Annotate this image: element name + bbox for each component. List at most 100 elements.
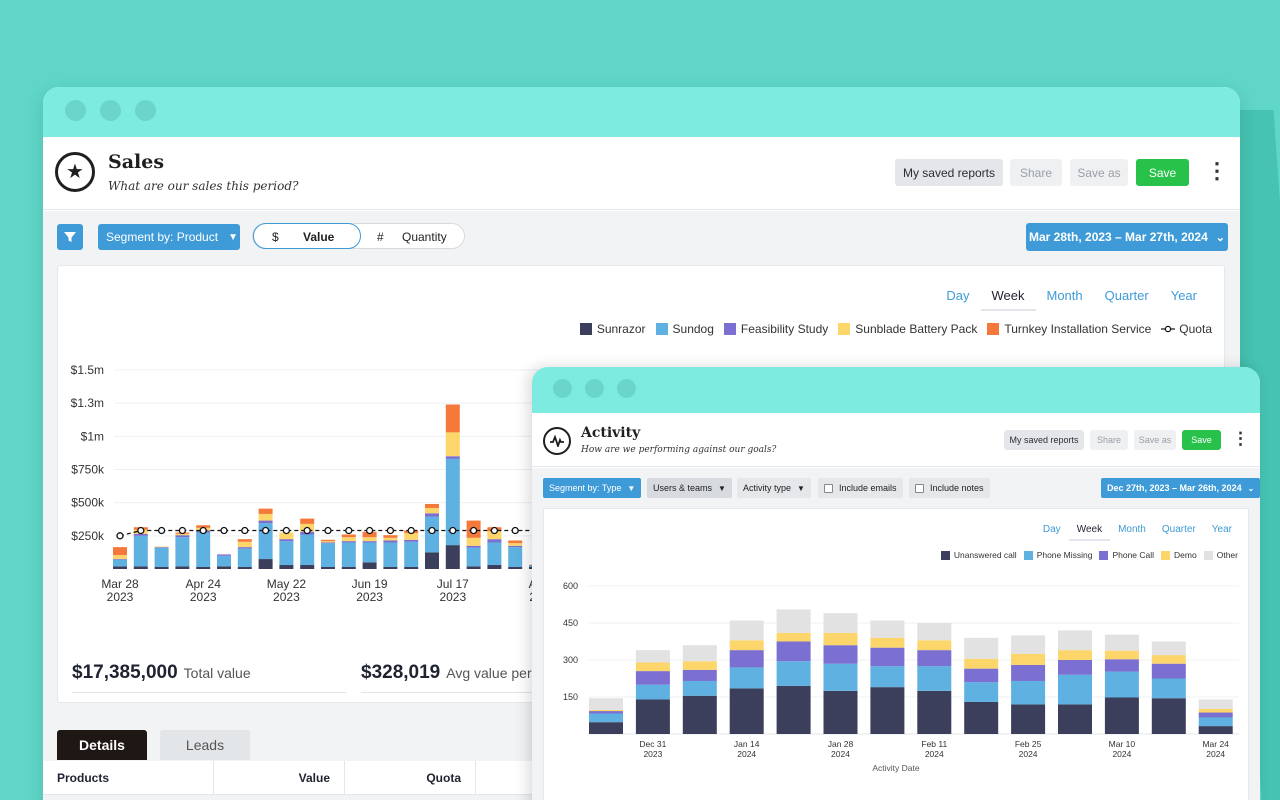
- bar-segment-demo: [635, 662, 670, 672]
- value-option[interactable]: [253, 223, 361, 249]
- bar-segment-sundog: [196, 532, 211, 568]
- legend-item-turnkey-installation-service[interactable]: Turnkey Installation Service: [987, 322, 1151, 336]
- legend-item-unanswered-call[interactable]: Unanswered call: [940, 550, 1017, 560]
- tab-leads[interactable]: Leads: [160, 730, 250, 760]
- bar-segment-sunrazor: [258, 559, 273, 569]
- legend-item-sundog[interactable]: Sundog: [655, 322, 714, 336]
- window-dot[interactable]: [135, 100, 156, 121]
- activity-window: Activity How are we performing against o…: [532, 367, 1260, 800]
- filter-icon[interactable]: [57, 224, 83, 250]
- checkbox-icon[interactable]: [824, 483, 833, 493]
- checkbox-icon[interactable]: [915, 483, 924, 493]
- legend-item-phone-missing[interactable]: Phone Missing: [1023, 550, 1092, 560]
- legend-swatch: [987, 323, 1000, 335]
- more-options-icon[interactable]: ⋮: [1206, 158, 1228, 183]
- bar-segment-sundog: [508, 547, 523, 568]
- quota-point: [428, 526, 436, 535]
- legend-item-feasibility-study[interactable]: Feasibility Study: [723, 322, 828, 336]
- legend-item-other[interactable]: Other: [1203, 550, 1238, 560]
- legend-swatch: [838, 323, 851, 335]
- legend-label: Sunblade Battery Pack: [855, 322, 978, 336]
- include-emails-checkbox[interactable]: Include emails: [818, 478, 903, 498]
- legend-item-demo[interactable]: Demo: [1161, 550, 1197, 560]
- x-tick-label: Feb 25: [1015, 739, 1042, 749]
- column-products[interactable]: Products: [43, 761, 214, 795]
- period-week[interactable]: Week: [980, 288, 1036, 311]
- period-year[interactable]: Year: [1170, 288, 1197, 303]
- bar-segment-other: [1151, 641, 1186, 656]
- bar-segment-other: [1058, 630, 1092, 651]
- tab-details[interactable]: Details: [57, 730, 147, 760]
- legend-label: Turnkey Installation Service: [1004, 322, 1152, 336]
- bar-segment-sundog: [154, 547, 169, 568]
- bar-segment-unanswered-call: [1011, 704, 1046, 734]
- bar-segment-unanswered-call: [1151, 698, 1186, 734]
- y-tick-label: $500k: [71, 496, 105, 510]
- quantity-option-label[interactable]: Quantity: [402, 230, 447, 244]
- legend-item-sunblade-battery-pack[interactable]: Sunblade Battery Pack: [838, 322, 977, 336]
- x-tick-label: Apr 24: [186, 577, 222, 591]
- share-button[interactable]: Share: [1090, 430, 1128, 450]
- bar-segment-unanswered-call: [1058, 704, 1092, 734]
- bar-segment-feasibility-study: [154, 547, 169, 548]
- bar-segment-turnkey-installation-service: [383, 535, 398, 538]
- quota-point: [157, 526, 166, 535]
- window-dot[interactable]: [65, 100, 86, 121]
- bar-segment-other: [917, 623, 952, 641]
- column-value[interactable]: Value: [214, 761, 345, 795]
- period-month[interactable]: Month: [1046, 288, 1083, 303]
- date-range-picker[interactable]: Mar 28th, 2023 – Mar 27th, 2024 ⌄: [1026, 223, 1228, 251]
- window-dot[interactable]: [553, 379, 572, 398]
- more-options-icon[interactable]: ⋮: [1232, 429, 1249, 448]
- period-month[interactable]: Month: [1118, 524, 1146, 535]
- quota-line-icon: [1161, 325, 1176, 333]
- x-tick-label: 2023: [273, 590, 300, 604]
- window-dot[interactable]: [617, 379, 636, 398]
- period-year[interactable]: Year: [1211, 524, 1232, 535]
- date-range-picker[interactable]: Dec 27th, 2023 – Mar 26th, 2024 ⌄: [1101, 478, 1260, 498]
- legend-item-phone-call[interactable]: Phone Call: [1099, 550, 1154, 560]
- bar-segment-unanswered-call: [776, 685, 811, 734]
- legend-swatch: [1023, 550, 1033, 560]
- activity-type-dropdown[interactable]: Activity type ▼: [737, 478, 811, 498]
- x-tick-label: 2024: [737, 749, 756, 759]
- bar-segment-sunrazor: [341, 567, 356, 569]
- include-notes-checkbox[interactable]: Include notes: [909, 478, 990, 498]
- period-quarter[interactable]: Quarter: [1161, 524, 1196, 535]
- value-option-label: Value: [303, 230, 335, 244]
- saved-reports-button[interactable]: My saved reports: [1004, 430, 1084, 450]
- bar-segment-other: [1104, 634, 1139, 651]
- save-as-button[interactable]: Save as: [1070, 159, 1128, 186]
- legend-item-quota[interactable]: Quota: [1161, 322, 1212, 336]
- period-day[interactable]: Day: [946, 288, 970, 303]
- legend-swatch: [1161, 550, 1171, 560]
- period-quarter[interactable]: Quarter: [1104, 288, 1149, 303]
- chevron-down-icon: ⌄: [1247, 483, 1255, 493]
- bar-segment-phone-call: [1104, 659, 1139, 672]
- share-button[interactable]: Share: [1010, 159, 1062, 186]
- saved-reports-button[interactable]: My saved reports: [895, 159, 1003, 186]
- bar-segment-sunrazor: [508, 567, 523, 569]
- y-tick-label: 450: [563, 618, 578, 628]
- quota-point: [241, 526, 249, 535]
- save-button[interactable]: Save: [1182, 430, 1221, 450]
- legend-item-sunrazor[interactable]: Sunrazor: [579, 322, 646, 336]
- segment-dropdown[interactable]: Segment by: Product ▼: [98, 224, 240, 250]
- save-button[interactable]: Save: [1136, 159, 1189, 186]
- window-dot[interactable]: [100, 100, 121, 121]
- users-teams-dropdown[interactable]: Users & teams ▼: [647, 478, 732, 498]
- legend-label: Other: [1216, 550, 1238, 560]
- column-quota[interactable]: Quota: [345, 761, 476, 795]
- bar-segment-demo: [1011, 653, 1046, 665]
- stat-value: $17,385,000: [72, 662, 178, 683]
- bar-segment-phone-call: [1058, 660, 1092, 675]
- segment-dropdown[interactable]: Segment by: Type ▼: [543, 478, 642, 498]
- period-week[interactable]: Week: [1068, 524, 1111, 541]
- period-day[interactable]: Day: [1042, 524, 1061, 535]
- value-quantity-toggle[interactable]: $ Value # Quantity: [252, 223, 465, 249]
- save-as-button[interactable]: Save as: [1134, 430, 1176, 450]
- x-tick-label: Mar 24: [1202, 739, 1229, 749]
- bar-segment-sunblade-battery-pack: [175, 533, 190, 536]
- window-dot[interactable]: [585, 379, 604, 398]
- bar-segment-other: [729, 620, 764, 641]
